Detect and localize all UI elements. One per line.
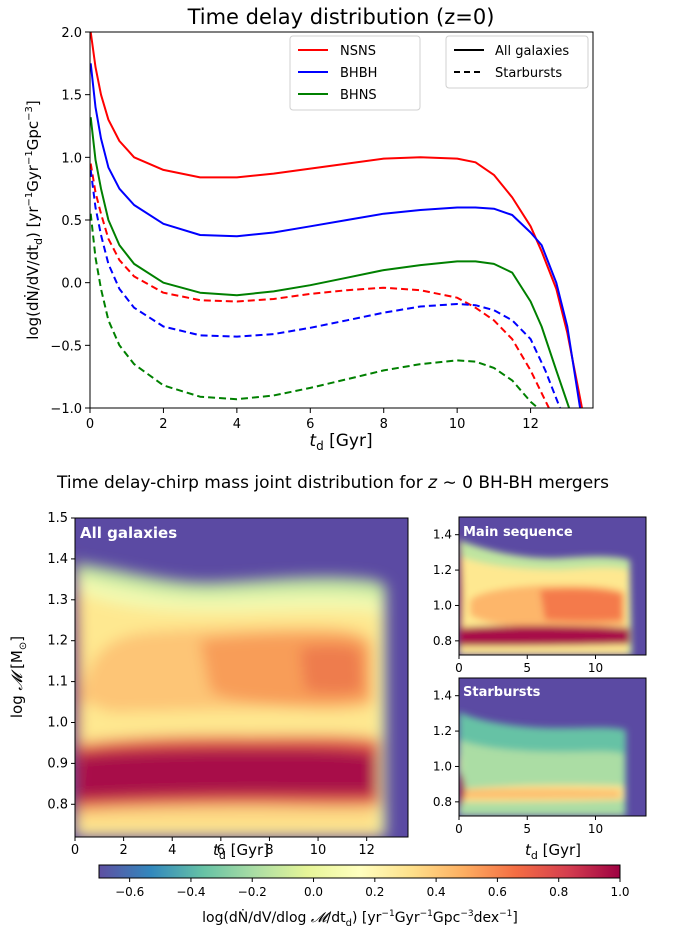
joint-title: Time delay-chirp mass joint distribution… xyxy=(56,473,609,493)
x-tick-label: 8 xyxy=(265,843,273,858)
series-line-bhbh-all-galaxies xyxy=(90,63,582,408)
line-chart: Time delay distribution (z=0) 0 2 4 6 8 10 12 … xyxy=(23,5,594,453)
y-tick-label: 2.0 xyxy=(61,26,82,41)
colorbar-tick-label: 0.0 xyxy=(304,885,323,899)
legend-linestyles: All galaxies Starbursts xyxy=(445,35,589,89)
y-ticks: 0.8 1.0 1.2 1.4 xyxy=(433,528,459,648)
colorbar-gradient xyxy=(98,864,621,879)
legend-label-bhbh: BHBH xyxy=(340,66,377,81)
colorbar-tick-label: 0.2 xyxy=(365,885,384,899)
y-tick-label: 1.1 xyxy=(47,675,68,690)
colorbar-tick-label: 1.0 xyxy=(610,885,629,899)
x-tick-label: 5 xyxy=(523,661,531,675)
panel-label-all-galaxies: All galaxies xyxy=(80,524,177,542)
y-tick-label: 1.5 xyxy=(61,89,82,104)
y-tick-label: 0.9 xyxy=(47,756,68,771)
y-tick-label: 0.8 xyxy=(433,634,452,648)
x-tick-label: 10 xyxy=(588,822,603,836)
legend-label-bhns: BHNS xyxy=(340,88,377,103)
series-line-nsns-starbursts xyxy=(90,163,550,408)
heatmap-starbursts: Starbursts 0 5 10 0.8 1.0 1.2 1.4 td [Gyr] xyxy=(433,677,647,862)
legend-colors: NSNS BHBH BHNS xyxy=(289,35,421,111)
lines-layer xyxy=(90,32,583,408)
x-ticks: 0 5 10 xyxy=(455,655,603,675)
y-ticks: 0.8 0.9 1.0 1.1 1.2 1.3 1.4 1.5 xyxy=(47,511,75,812)
colorbar-tick-label: −0.2 xyxy=(238,885,267,899)
heatmap-frame xyxy=(458,677,647,817)
heatmap-frame xyxy=(74,517,409,838)
y-tick-label: 1.4 xyxy=(433,528,452,542)
colorbar-tick-label: 0.6 xyxy=(488,885,507,899)
heatmap-all-galaxies: All galaxies 0 2 4 6 8 10 12 0.8 0.9 1.0 1.1 1.2 1.… xyxy=(8,511,409,862)
y-tick-label: 1.2 xyxy=(433,563,452,577)
x-tick-label: 0 xyxy=(71,843,79,858)
x-tick-label: 0 xyxy=(86,417,94,432)
x-tick-label: 2 xyxy=(159,417,167,432)
panel-label-main-sequence: Main sequence xyxy=(463,525,573,540)
y-tick-label: 0.5 xyxy=(61,214,82,229)
x-tick-label: 12 xyxy=(522,417,539,432)
y-tick-label: 1.5 xyxy=(47,511,68,526)
colorbar-tick-label: −0.4 xyxy=(176,885,205,899)
y-tick-label: −1.0 xyxy=(50,402,82,417)
x-axis-label: td [Gyr] xyxy=(525,841,581,862)
heatmap-frame xyxy=(458,516,647,656)
colorbar: −0.6 −0.4 −0.2 0.0 0.2 0.4 0.6 0.8 1.0 log(dṄ/dV… xyxy=(98,864,630,929)
legend-label-all-galaxies: All galaxies xyxy=(495,44,569,59)
y-tick-label: 1.0 xyxy=(61,151,82,166)
y-tick-label: 1.0 xyxy=(47,715,68,730)
x-tick-label: 5 xyxy=(523,822,531,836)
heatmap-main-sequence: Main sequence 0 5 10 0.8 1.0 1.2 1.4 xyxy=(433,516,647,675)
x-tick-label: 10 xyxy=(449,417,466,432)
x-ticks: 0 5 10 xyxy=(455,816,603,836)
x-tick-label: 4 xyxy=(233,417,241,432)
panel-label-starbursts: Starbursts xyxy=(463,685,541,700)
y-tick-label: 0.0 xyxy=(61,277,82,292)
series-line-bhns-starbursts xyxy=(90,213,539,408)
x-ticks: 0 2 4 6 8 10 12 xyxy=(86,408,539,432)
series-line-nsns-all-galaxies xyxy=(90,32,583,408)
colorbar-tick-label: 0.4 xyxy=(427,885,446,899)
x-tick-label: 10 xyxy=(310,843,327,858)
x-tick-label: 0 xyxy=(455,661,463,675)
y-tick-label: 0.8 xyxy=(47,797,68,812)
y-ticks: −1.0 −0.5 0.0 0.5 1.0 1.5 2.0 xyxy=(50,26,90,417)
legend-label-starbursts: Starbursts xyxy=(495,66,562,81)
y-tick-label: 1.2 xyxy=(47,634,68,649)
y-tick-label: 1.0 xyxy=(433,598,452,612)
x-tick-label: 2 xyxy=(119,843,127,858)
y-tick-label: −0.5 xyxy=(50,339,82,354)
y-tick-label: 0.8 xyxy=(433,795,452,809)
y-axis-label: log(dṄ/dV/dtd) [yr−1Gyr−1Gpc−3] xyxy=(23,100,45,339)
colorbar-label: log(dṄ/dV/dlog 𝓜/dtd) [yr−1Gyr−1Gpc−3dex… xyxy=(202,908,518,929)
colorbar-tick-label: −0.6 xyxy=(115,885,144,899)
x-ticks: 0 2 4 6 8 10 12 xyxy=(71,837,375,858)
x-tick-label: 10 xyxy=(588,661,603,675)
y-tick-label: 1.2 xyxy=(433,724,452,738)
colorbar-tick-label: 0.8 xyxy=(549,885,568,899)
x-axis-label: td [Gyr] xyxy=(213,841,269,862)
series-line-bhns-all-galaxies xyxy=(90,117,571,408)
x-axis-label: td [Gyr] xyxy=(309,431,372,453)
chart-title: Time delay distribution (z=0) xyxy=(187,5,495,29)
y-tick-label: 1.0 xyxy=(433,759,452,773)
x-tick-label: 4 xyxy=(168,843,176,858)
y-ticks: 0.8 1.0 1.2 1.4 xyxy=(433,689,459,809)
x-tick-label: 6 xyxy=(306,417,314,432)
y-tick-label: 1.3 xyxy=(47,593,68,608)
y-tick-label: 1.4 xyxy=(433,689,452,703)
series-line-bhbh-starbursts xyxy=(90,169,561,408)
legend-label-nsns: NSNS xyxy=(340,44,376,59)
x-tick-label: 6 xyxy=(217,843,225,858)
x-tick-label: 8 xyxy=(380,417,388,432)
x-tick-label: 0 xyxy=(455,822,463,836)
x-tick-label: 12 xyxy=(358,843,375,858)
colorbar-ticks: −0.6 −0.4 −0.2 0.0 0.2 0.4 0.6 0.8 1.0 xyxy=(115,878,630,899)
y-tick-label: 1.4 xyxy=(47,552,68,567)
y-axis-label: log 𝓜 [M⊙] xyxy=(8,636,29,718)
